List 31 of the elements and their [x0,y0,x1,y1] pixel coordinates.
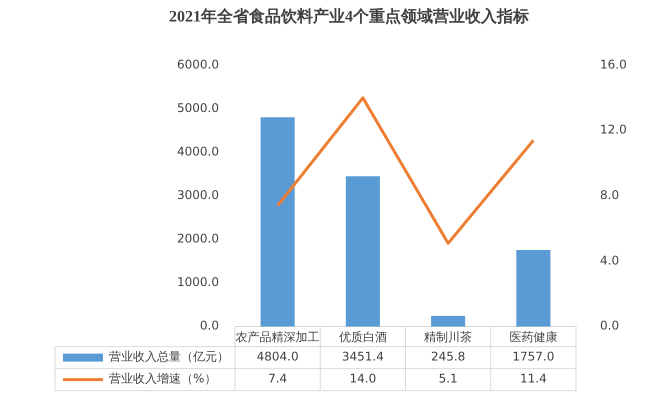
y-tick-label: 3000.0 [177,188,219,202]
data-label: 14.0 [350,372,376,386]
x-tick-label: 医药健康 [509,330,558,344]
legend-label: 营业收入增速（%） [109,372,216,386]
data-label: 11.4 [520,372,547,386]
data-label: 245.8 [430,350,466,364]
legend-label: 营业收入总量（亿元） [109,350,229,364]
y-tick-label: 1000.0 [177,275,219,290]
data-label: 5.1 [438,372,458,386]
y-tick-label: 6000.0 [177,57,219,72]
y-tick-label: 5000.0 [177,100,219,115]
y-tick-label: 0.0 [200,318,219,333]
y2-tick-label: 16.0 [600,57,627,72]
bar [260,117,295,327]
y-tick-label: 2000.0 [177,232,219,246]
bar [431,316,466,327]
y-tick-label: 4000.0 [177,144,219,158]
bar [516,250,550,327]
x-tick-label: 优质白酒 [338,330,387,344]
y2-tick-label: 12.0 [600,122,627,137]
data-label: 7.4 [268,372,288,386]
y2-tick-label: 4.0 [600,253,620,268]
data-label: 3451.4 [342,350,384,364]
data-label: 4804.0 [256,350,299,364]
y2-tick-label: 0.0 [600,318,620,333]
x-tick-label: 精制川茶 [424,330,472,344]
y2-tick-label: 8.0 [600,188,620,202]
x-tick-label: 农产品精深加工 [236,330,320,344]
chart-title: 2021年全省食品饮料产业4个重点领域营业收入指标 [169,8,529,26]
data-label: 1757.0 [512,350,554,364]
bar [346,176,380,327]
